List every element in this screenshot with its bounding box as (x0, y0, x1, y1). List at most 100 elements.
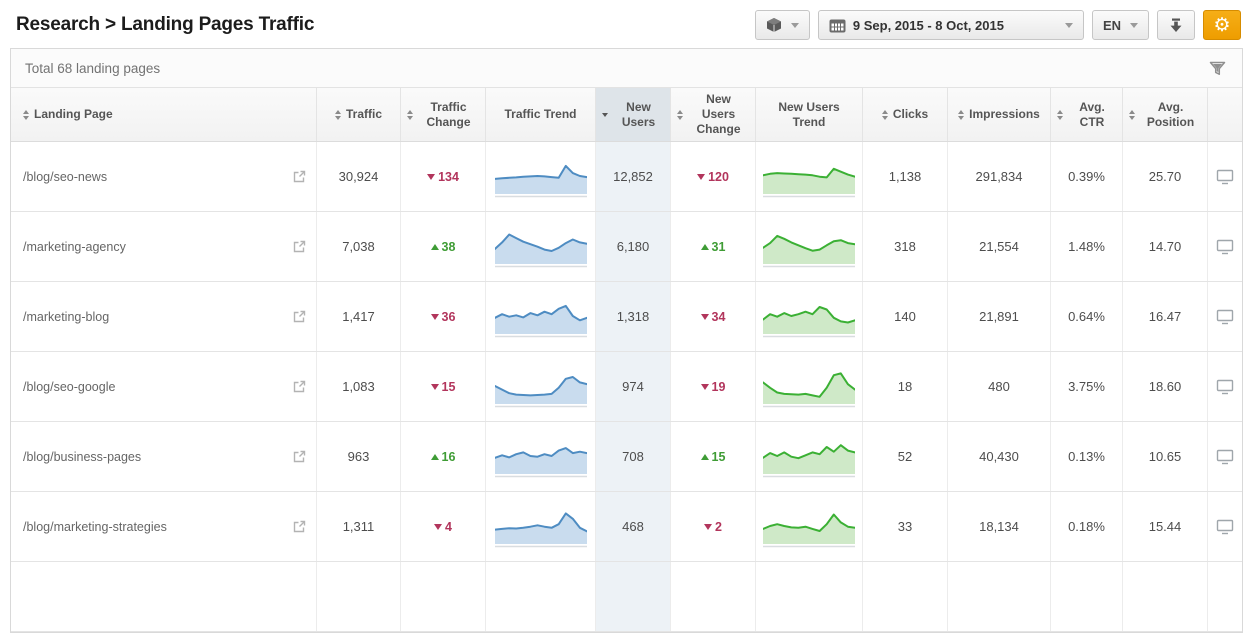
new-users-trend-cell (756, 422, 863, 491)
new-users-cell: 6,180 (596, 212, 671, 281)
trend-sparkline (763, 371, 855, 407)
monitor-cell (1208, 562, 1242, 631)
column-header-label: New Users (621, 99, 656, 129)
filter-icon (1209, 61, 1226, 76)
new-users-cell (596, 562, 671, 631)
new-users-change-value: 34 (700, 310, 725, 324)
new-users-cell: 468 (596, 492, 671, 561)
external-link-icon[interactable] (293, 170, 306, 183)
new-users-trend-cell (756, 352, 863, 421)
chevron-down-icon (1064, 22, 1073, 28)
traffic-change-value: 134 (427, 170, 459, 184)
trend-sparkline (494, 375, 587, 407)
column-header-clicks[interactable]: Clicks (863, 88, 948, 141)
monitor-cell (1208, 282, 1242, 351)
date-range-label: 9 Sep, 2015 - 8 Oct, 2015 (852, 17, 1004, 33)
calendar-icon (829, 18, 846, 33)
new-users-cell: 12,852 (596, 142, 671, 211)
monitor-cell (1208, 492, 1242, 561)
down-triangle-icon (704, 523, 713, 530)
filter-button[interactable] (1207, 59, 1228, 78)
column-header-label: New Users Change (696, 92, 741, 136)
trend-sparkline (763, 234, 855, 267)
column-header-new_users_change[interactable]: New Users Change (671, 88, 756, 141)
column-header-traffic[interactable]: Traffic (317, 88, 401, 141)
clicks-cell: 1,138 (863, 142, 948, 211)
traffic-trend-cell (486, 562, 596, 631)
external-link-icon[interactable] (293, 520, 306, 533)
landing-pages-panel: Total 68 landing pages Landing Page Traff… (10, 48, 1243, 633)
traffic-cell: 30,924 (317, 142, 401, 211)
monitor-cell (1208, 422, 1242, 491)
up-triangle-icon (700, 453, 709, 460)
external-link-icon[interactable] (293, 240, 306, 253)
table-header-row: Landing Page Traffic Traffic Change Traffic… (11, 88, 1242, 142)
column-header-label: Landing Page (34, 107, 113, 121)
monitor-icon[interactable] (1216, 169, 1234, 185)
column-header-label: Traffic Change (426, 99, 471, 129)
table-row: /marketing-agency 7,038 38 6,180 31 318 21,554… (11, 212, 1242, 282)
traffic-change-cell: 38 (401, 212, 486, 281)
download-button[interactable] (1157, 10, 1195, 40)
column-header-landing_page[interactable]: Landing Page (11, 88, 317, 141)
date-range-picker[interactable]: 9 Sep, 2015 - 8 Oct, 2015 (817, 10, 1084, 40)
new-users-change-value: 2 (704, 520, 722, 534)
avg-ctr-cell: 0.18% (1051, 492, 1123, 561)
traffic-cell: 963 (317, 422, 401, 491)
external-link-icon[interactable] (293, 450, 306, 463)
traffic-change-cell: 15 (401, 352, 486, 421)
export-scope-button[interactable] (754, 10, 810, 40)
language-selector[interactable]: EN (1091, 10, 1149, 40)
down-triangle-icon (430, 313, 439, 320)
traffic-change-cell: 36 (401, 282, 486, 351)
external-link-icon[interactable] (293, 380, 306, 393)
traffic-change-cell: 4 (401, 492, 486, 561)
sort-icon (881, 109, 888, 120)
gear-icon: ⚙ (1213, 14, 1231, 36)
table-row: /blog/seo-news 30,924 134 12,852 120 1,138 291… (11, 142, 1242, 212)
monitor-icon[interactable] (1216, 519, 1234, 535)
trend-sparkline (494, 164, 587, 197)
monitor-icon[interactable] (1216, 239, 1234, 255)
traffic-change-cell: 134 (401, 142, 486, 211)
new-users-change-cell: 2 (671, 492, 756, 561)
traffic-cell: 7,038 (317, 212, 401, 281)
trend-sparkline (494, 511, 587, 547)
traffic-change-value: 38 (430, 240, 455, 254)
page-title: Research > Landing Pages Traffic (16, 14, 315, 35)
landing-page-cell: /blog/seo-news (11, 142, 317, 211)
new-users-change-value: 31 (700, 240, 725, 254)
monitor-icon[interactable] (1216, 379, 1234, 395)
column-header-avg_position[interactable]: Avg. Position (1123, 88, 1208, 141)
panel-toolbar: Total 68 landing pages (11, 49, 1242, 88)
trend-sparkline (763, 513, 855, 547)
column-header-impressions[interactable]: Impressions (948, 88, 1051, 141)
download-icon (1169, 18, 1183, 33)
external-link-icon[interactable] (293, 310, 306, 323)
impressions-cell: 21,554 (948, 212, 1051, 281)
column-header-avg_ctr[interactable]: Avg. CTR (1051, 88, 1123, 141)
landing-page-cell: /marketing-agency (11, 212, 317, 281)
landing-page-label: /blog/seo-google (23, 379, 116, 394)
traffic-trend-cell (486, 282, 596, 351)
traffic-cell: 1,417 (317, 282, 401, 351)
settings-button[interactable]: ⚙ (1203, 10, 1241, 40)
new-users-trend-cell (756, 562, 863, 631)
up-triangle-icon (430, 453, 439, 460)
landing-page-label: /blog/business-pages (23, 449, 142, 464)
avg-ctr-cell: 1.48% (1051, 212, 1123, 281)
column-header-traffic_change[interactable]: Traffic Change (401, 88, 486, 141)
new-users-cell: 1,318 (596, 282, 671, 351)
clicks-cell: 52 (863, 422, 948, 491)
sort-icon (407, 109, 413, 120)
landing-page-label: /blog/marketing-strategies (23, 519, 167, 534)
monitor-icon[interactable] (1216, 449, 1234, 465)
sort-icon (334, 109, 341, 120)
column-header-new_users[interactable]: New Users (596, 88, 671, 141)
monitor-icon[interactable] (1216, 309, 1234, 325)
down-triangle-icon (430, 383, 439, 390)
trend-sparkline (763, 305, 855, 337)
landing-pages-table: Landing Page Traffic Traffic Change Traffic… (11, 88, 1242, 632)
avg-position-cell: 10.65 (1123, 422, 1208, 491)
landing-page-cell: /blog/seo-google (11, 352, 317, 421)
